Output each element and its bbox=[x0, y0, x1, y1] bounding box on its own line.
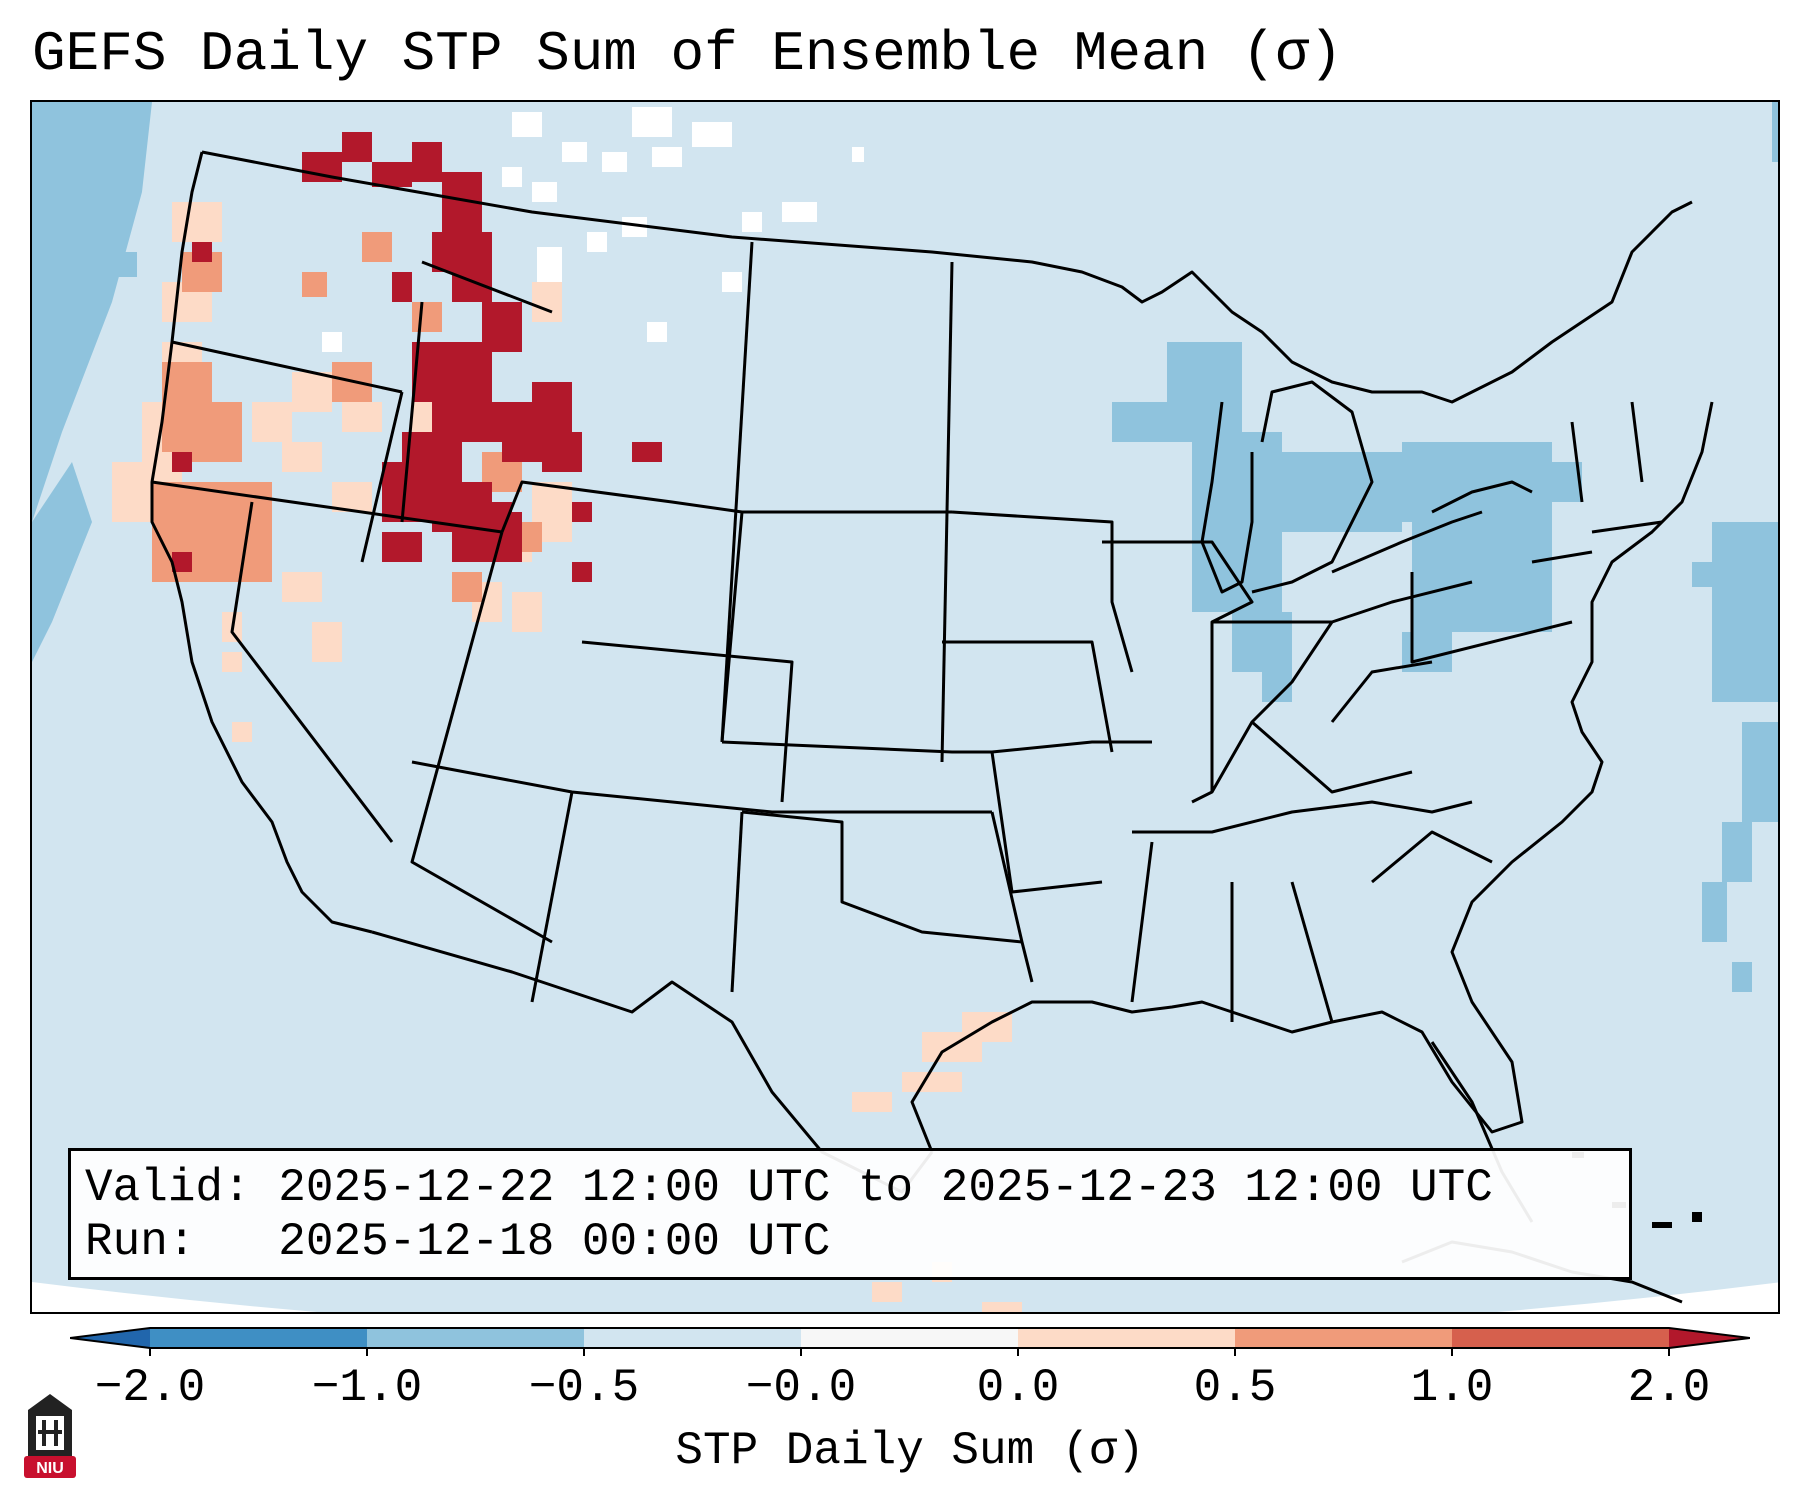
projection-domain bbox=[32, 102, 1778, 1312]
colorbar-tick-label: −0.0 bbox=[745, 1362, 857, 1414]
colorbar-bin-1 bbox=[150, 1328, 367, 1348]
near-zero-white-cells bbox=[322, 107, 864, 352]
colorbar-tick-label: −2.0 bbox=[94, 1362, 206, 1414]
michigan-lp bbox=[1251, 380, 1374, 594]
state-boundaries bbox=[150, 150, 1714, 1304]
validity-info-box: Valid: 2025-12-22 12:00 UTC to 2025-12-2… bbox=[68, 1148, 1632, 1280]
valid-line: Valid: 2025-12-22 12:00 UTC to 2025-12-2… bbox=[85, 1161, 1615, 1215]
colorbar-bin-3 bbox=[584, 1328, 801, 1348]
map-panel bbox=[30, 100, 1780, 1314]
run-label: Run: bbox=[85, 1216, 196, 1268]
us-canada-border bbox=[201, 150, 1693, 404]
colorbar-bin-7 bbox=[1452, 1328, 1669, 1348]
logo-text: NIU bbox=[36, 1460, 64, 1477]
run-value: 2025-12-18 00:00 UTC bbox=[278, 1216, 831, 1268]
pacific-negative-cells bbox=[32, 102, 152, 662]
colorbar-tick-label: 1.0 bbox=[1410, 1362, 1494, 1414]
colorbar-tick-label: 2.0 bbox=[1627, 1362, 1711, 1414]
colorbar-tick-label: −1.0 bbox=[311, 1362, 423, 1414]
colorbar-ticks bbox=[149, 1348, 1670, 1356]
colorbar-tick-label: 0.0 bbox=[976, 1362, 1060, 1414]
positive-mid-cells bbox=[152, 232, 542, 602]
lake-ontario bbox=[1431, 480, 1533, 514]
lake-erie bbox=[1331, 510, 1483, 574]
west-coast bbox=[150, 151, 373, 934]
run-line: Run: 2025-12-18 00:00 UTC bbox=[85, 1215, 1615, 1269]
colorbar-tick-label: −0.5 bbox=[528, 1362, 640, 1414]
colorbar-bin-6 bbox=[1235, 1328, 1452, 1348]
lake-michigan bbox=[1200, 401, 1254, 594]
colorbar-label: STP Daily Sum (σ) bbox=[675, 1425, 1145, 1477]
map-title: GEFS Daily STP Sum of Ensemble Mean (σ) bbox=[32, 22, 1343, 86]
valid-value: 2025-12-22 12:00 UTC to 2025-12-23 12:00… bbox=[278, 1162, 1493, 1214]
colorbar-under-arrow bbox=[70, 1328, 150, 1348]
atlantic-negative-cells bbox=[1692, 102, 1778, 992]
contiguous-us-map bbox=[32, 102, 1778, 1312]
niu-logo-icon: NIU bbox=[24, 1394, 76, 1478]
colorbar-bin-2 bbox=[367, 1328, 584, 1348]
colorbar bbox=[70, 1327, 1750, 1356]
valid-label: Valid: bbox=[85, 1162, 251, 1214]
colorbar-bin-4 bbox=[801, 1328, 1018, 1348]
gulf-east-coast bbox=[910, 401, 1714, 1153]
colorbar-tick-label: 0.5 bbox=[1193, 1362, 1277, 1414]
colorbar-over-arrow bbox=[1669, 1328, 1750, 1348]
colorbar-bin-5 bbox=[1018, 1328, 1235, 1348]
